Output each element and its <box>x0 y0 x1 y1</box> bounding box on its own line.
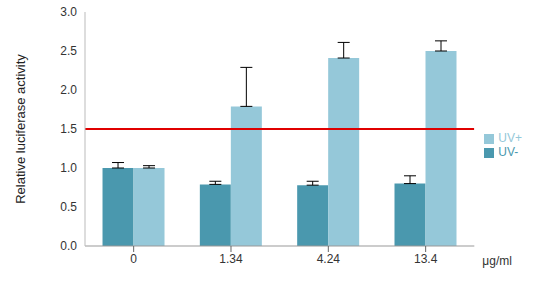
svg-text:2.0: 2.0 <box>60 83 77 97</box>
svg-text:0.5: 0.5 <box>60 200 77 214</box>
svg-text:3.0: 3.0 <box>60 5 77 19</box>
svg-text:4.24: 4.24 <box>317 252 341 266</box>
svg-text:μg/ml: μg/ml <box>482 254 512 268</box>
svg-text:2.5: 2.5 <box>60 44 77 58</box>
html-text:UV+: UV+ <box>498 131 522 145</box>
svg-text:1.34: 1.34 <box>219 252 243 266</box>
svg-text:0.0: 0.0 <box>60 239 77 253</box>
svg-text:0: 0 <box>130 252 137 266</box>
svg-text:1.5: 1.5 <box>60 122 77 136</box>
html-text:UV-: UV- <box>498 145 519 159</box>
svg-text:Relative luciferase activity: Relative luciferase activity <box>13 54 28 204</box>
svg-text:1.0: 1.0 <box>60 161 77 175</box>
svg-text:13.4: 13.4 <box>414 252 438 266</box>
